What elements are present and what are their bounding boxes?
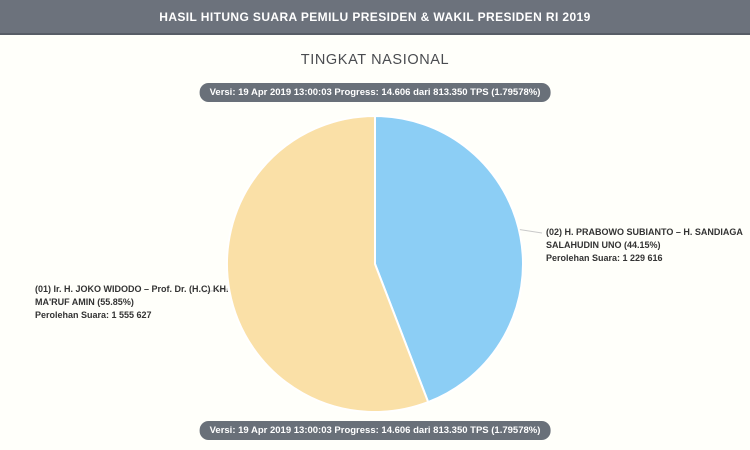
candidate-01-name-line2: MA'RUF AMIN (55.85%) [35,297,134,307]
app-header-title: HASIL HITUNG SUARA PEMILU PRESIDEN & WAK… [159,9,591,24]
slice-label-candidate-01: (01) Ir. H. JOKO WIDODO – Prof. Dr. (H.C… [35,283,229,322]
candidate-02-votes: Perolehan Suara: 1 229 616 [546,253,663,263]
pie-slice-01[interactable] [226,115,430,413]
progress-badge-bottom: Versi: 19 Apr 2019 13:00:03 Progress: 14… [199,421,551,440]
pie-slices [226,115,524,413]
pie-slice-02[interactable] [374,115,524,404]
page-title: TINGKAT NASIONAL [300,52,450,68]
candidate-02-name-line1: (02) H. PRABOWO SUBIANTO – H. SANDIAGA [546,227,743,237]
candidate-02-name-line2: SALAHUDIN UNO (44.15%) [546,240,661,250]
slice-label-candidate-02: (02) H. PRABOWO SUBIANTO – H. SANDIAGA S… [546,226,743,265]
candidate-01-name-line1: (01) Ir. H. JOKO WIDODO – Prof. Dr. (H.C… [35,284,229,294]
progress-badge-top: Versi: 19 Apr 2019 13:00:03 Progress: 14… [199,83,551,102]
leader-line-right [515,228,543,234]
leader-line-left [202,288,229,293]
app-header: HASIL HITUNG SUARA PEMILU PRESIDEN & WAK… [0,0,750,35]
candidate-01-votes: Perolehan Suara: 1 555 627 [35,310,152,320]
